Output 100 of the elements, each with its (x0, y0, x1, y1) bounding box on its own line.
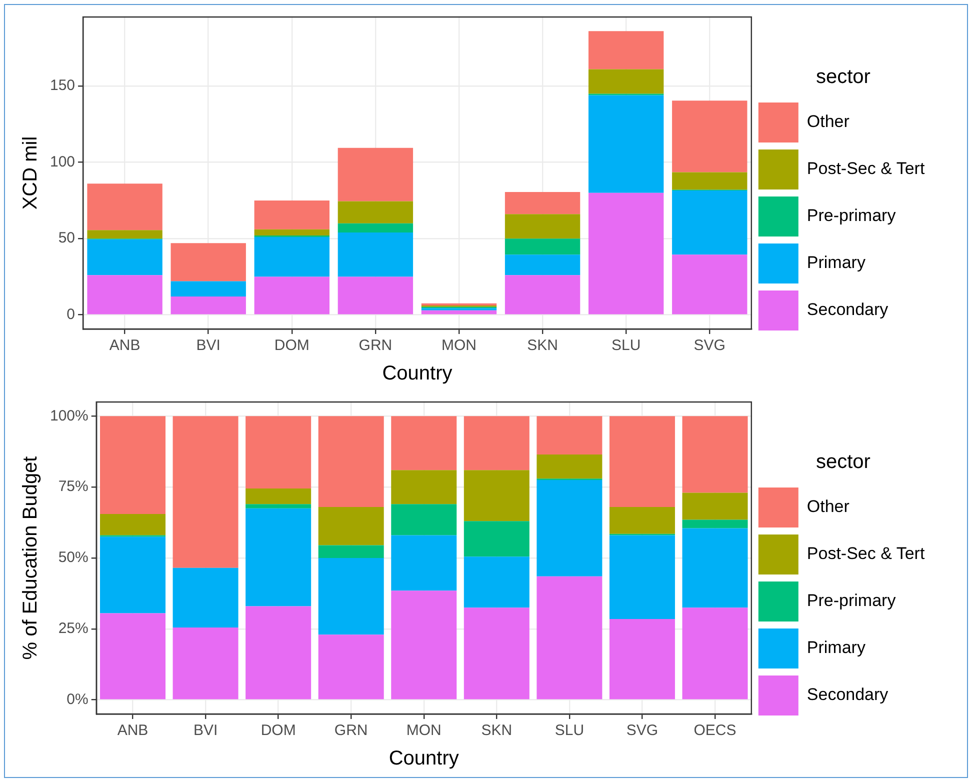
bar (609, 618, 675, 700)
legend-label: Pre-primary (806, 591, 896, 610)
bar (464, 556, 530, 608)
bar (254, 229, 330, 236)
x-tick-label: SKN (481, 722, 512, 740)
x-tick-label: GRN (334, 722, 368, 740)
bar (464, 470, 530, 522)
y-axis-title: % of Education Budget (20, 456, 42, 660)
bar (246, 488, 312, 504)
bar (504, 192, 580, 214)
x-axis-title: Country (388, 748, 459, 770)
legend-label: Primary (806, 253, 866, 272)
bar (391, 590, 457, 700)
bar (254, 200, 330, 230)
bar (170, 296, 246, 314)
bar (338, 223, 414, 232)
bar (100, 613, 166, 700)
bar (338, 276, 414, 314)
x-tick-label: SVG (694, 337, 726, 354)
bar (391, 416, 457, 470)
y-tick-label: 100 (50, 153, 76, 170)
x-tick-label: GRN (358, 337, 392, 354)
y-tick-label: 0% (66, 690, 88, 708)
bar (318, 545, 384, 558)
bar (504, 275, 580, 314)
x-tick-label: MON (441, 337, 476, 354)
bar (391, 470, 457, 504)
bar (318, 558, 384, 635)
bar (588, 192, 664, 314)
y-tick-label: 0 (66, 306, 76, 323)
legend-label: Secondary (806, 685, 889, 704)
bar (609, 535, 675, 619)
bar (672, 254, 748, 314)
bar (254, 276, 330, 314)
bar (609, 506, 675, 534)
x-tick-label: SVG (626, 722, 658, 740)
bar (464, 608, 530, 700)
bar (588, 31, 664, 70)
bar (588, 69, 664, 94)
bar (318, 416, 384, 507)
x-tick-label: SLU (611, 337, 641, 354)
x-tick-label: DOM (260, 722, 296, 740)
bar (170, 281, 246, 297)
legend-label: Pre-primary (806, 206, 896, 226)
bar (464, 416, 530, 470)
bar (536, 416, 602, 454)
bar (246, 606, 312, 700)
legend-title: sector (816, 451, 871, 474)
bar (391, 535, 457, 591)
bar (504, 254, 580, 276)
bar (672, 100, 748, 172)
x-tick-label: MON (406, 722, 442, 740)
bar (100, 416, 166, 514)
legend-label: Post-Sec & Tert (806, 159, 925, 178)
bar (318, 506, 384, 546)
bar (87, 230, 162, 239)
bar (609, 416, 675, 507)
x-tick-label: BVI (196, 337, 220, 354)
legend-label: Secondary (806, 300, 889, 320)
x-tick-label: DOM (274, 337, 310, 354)
bar (421, 303, 497, 306)
bar (87, 184, 162, 230)
bar (682, 608, 748, 700)
bar (87, 275, 162, 314)
bar (338, 201, 414, 224)
bar (536, 454, 602, 479)
y-tick-label: 25% (58, 620, 88, 638)
bar (100, 514, 166, 536)
legend-title: sector (816, 66, 871, 88)
bar (172, 568, 238, 628)
x-tick-label: OECS (694, 722, 736, 740)
bar (391, 504, 457, 536)
bar (504, 238, 580, 255)
legend-label: Other (806, 497, 850, 516)
y-tick-label: 50 (58, 230, 76, 247)
bar (536, 576, 602, 700)
bar (172, 627, 238, 700)
bar (682, 528, 748, 608)
bar (87, 239, 162, 276)
bar (318, 634, 384, 700)
x-tick-label: ANB (109, 337, 140, 354)
legend-label: Other (806, 112, 850, 132)
bar (682, 492, 748, 520)
bar (464, 521, 530, 557)
bar (504, 214, 580, 239)
y-tick-label: 50% (58, 549, 88, 566)
y-tick-label: 150 (50, 77, 76, 94)
bar (100, 536, 166, 614)
bar (246, 416, 312, 489)
x-tick-label: ANB (117, 722, 148, 740)
bar (170, 243, 246, 282)
bar (421, 310, 497, 314)
bar (338, 232, 414, 277)
bar (246, 508, 312, 606)
x-tick-label: SKN (527, 337, 558, 354)
bar (682, 520, 748, 528)
x-axis-title: Country (382, 362, 452, 385)
bar (682, 416, 748, 493)
bar (588, 95, 664, 193)
bar (672, 190, 748, 255)
